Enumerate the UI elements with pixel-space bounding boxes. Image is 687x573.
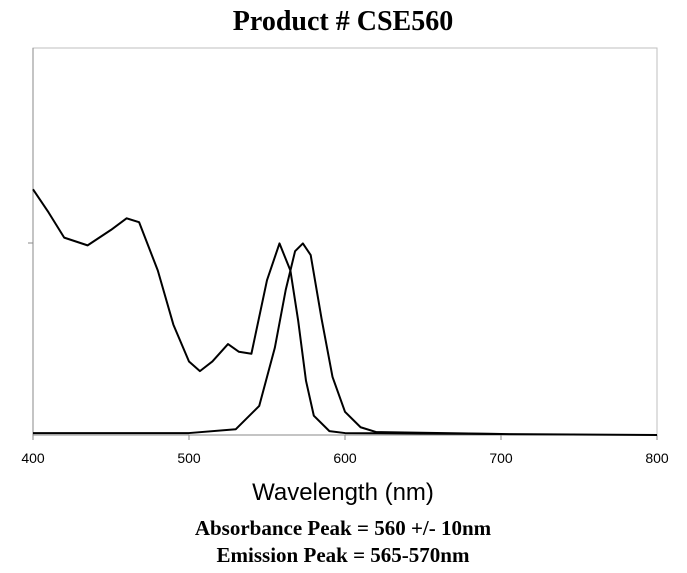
annotation: Absorbance Peak = 560 +/- 10nm — [195, 516, 492, 540]
chart-title: Product # CSE560 — [233, 6, 453, 37]
x-tick-label: 700 — [489, 450, 513, 466]
x-tick-label: 400 — [21, 450, 45, 466]
x-tick-label: 500 — [177, 450, 201, 466]
x-axis-label: Wavelength (nm) — [252, 479, 434, 506]
annotation: Emission Peak = 565-570nm — [217, 543, 470, 567]
x-tick-label: 800 — [645, 450, 669, 466]
data-line — [33, 242, 658, 436]
plot-area — [32, 47, 658, 436]
x-tick-label: 600 — [333, 450, 357, 466]
data-line — [32, 188, 502, 436]
